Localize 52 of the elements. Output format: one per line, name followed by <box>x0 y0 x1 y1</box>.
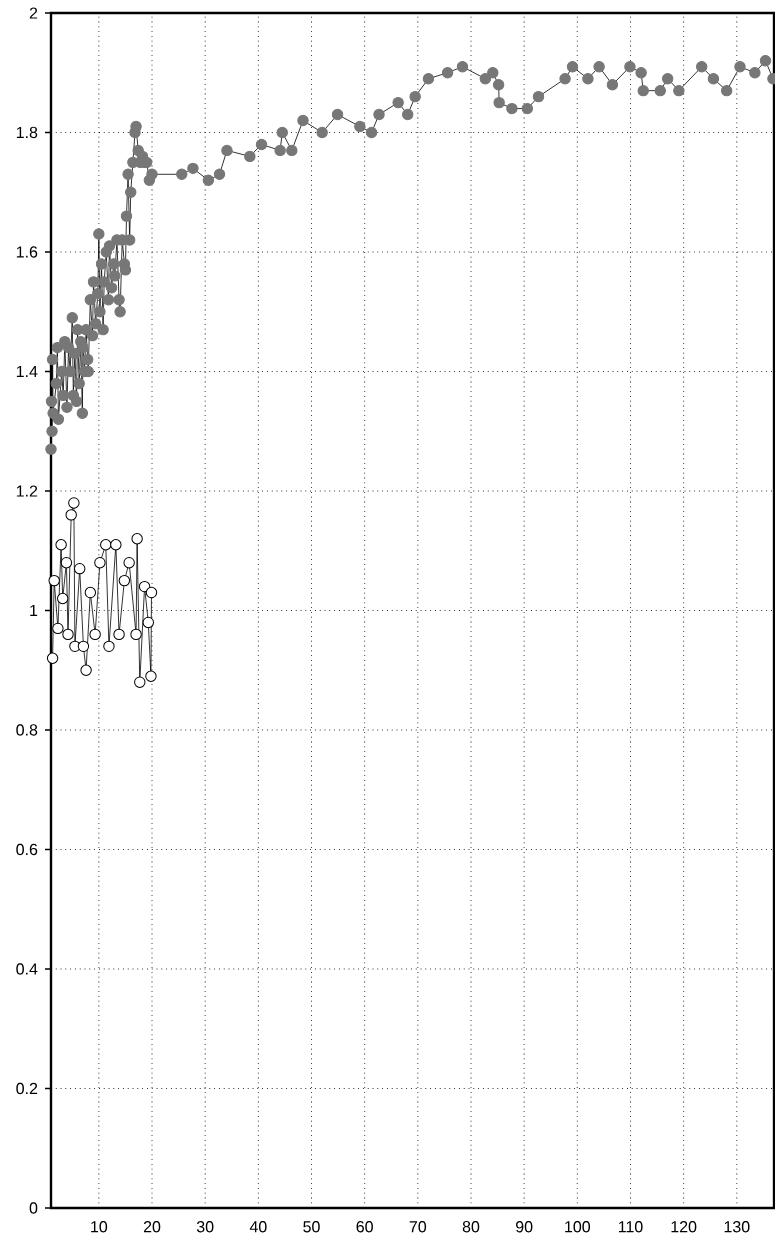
y-tick-label: 1 <box>30 604 38 616</box>
point <box>89 628 101 641</box>
y-tick-label: 2 <box>29 7 38 19</box>
point <box>138 580 151 593</box>
x-tick-label: 10 <box>91 1221 108 1233</box>
point <box>55 539 67 551</box>
y-tick-label: 1.8 <box>16 126 38 139</box>
x-tick-label: 80 <box>462 1221 480 1233</box>
y-tick-label: 1.6 <box>16 246 38 258</box>
point <box>134 676 146 688</box>
x-tick-label: 100 <box>565 1221 591 1233</box>
y-tick-label: 1.4 <box>16 365 38 377</box>
point <box>130 628 142 641</box>
point <box>68 497 80 509</box>
y-tick-label: 0.8 <box>16 724 38 736</box>
point <box>74 562 86 575</box>
point <box>60 556 73 569</box>
point <box>145 670 157 682</box>
point <box>103 640 115 653</box>
x-tick-label: 70 <box>409 1221 427 1233</box>
y-tick-label: 0.4 <box>16 963 38 975</box>
y-tick-label: 0 <box>29 1202 38 1214</box>
point <box>65 509 77 521</box>
point <box>48 574 60 587</box>
y-tick-label: 0.6 <box>16 843 38 856</box>
y-tick-label: 0.2 <box>16 1082 38 1095</box>
point <box>123 556 135 569</box>
point <box>84 586 97 599</box>
point <box>94 556 106 569</box>
x-tick-label: 60 <box>356 1221 373 1233</box>
x-tick-label: 30 <box>196 1221 214 1233</box>
point <box>77 640 90 653</box>
point <box>142 616 154 629</box>
x-tick-label: 110 <box>618 1221 643 1233</box>
point <box>62 628 74 641</box>
point <box>52 622 64 635</box>
x-tick-label: 40 <box>249 1221 267 1233</box>
x-tick-label: 50 <box>303 1221 320 1233</box>
point <box>145 586 158 599</box>
point <box>46 652 59 664</box>
point <box>113 628 125 641</box>
point <box>80 664 92 676</box>
point <box>100 539 112 551</box>
x-tick-label: 120 <box>671 1221 697 1233</box>
point <box>110 539 122 551</box>
x-tick-label: 90 <box>516 1221 533 1233</box>
point <box>57 592 69 605</box>
x-tick-label: 20 <box>143 1221 161 1233</box>
y-tick-label: 1.2 <box>16 485 38 497</box>
point <box>118 574 131 587</box>
point <box>131 533 143 545</box>
x-tick-label: 130 <box>724 1221 750 1233</box>
